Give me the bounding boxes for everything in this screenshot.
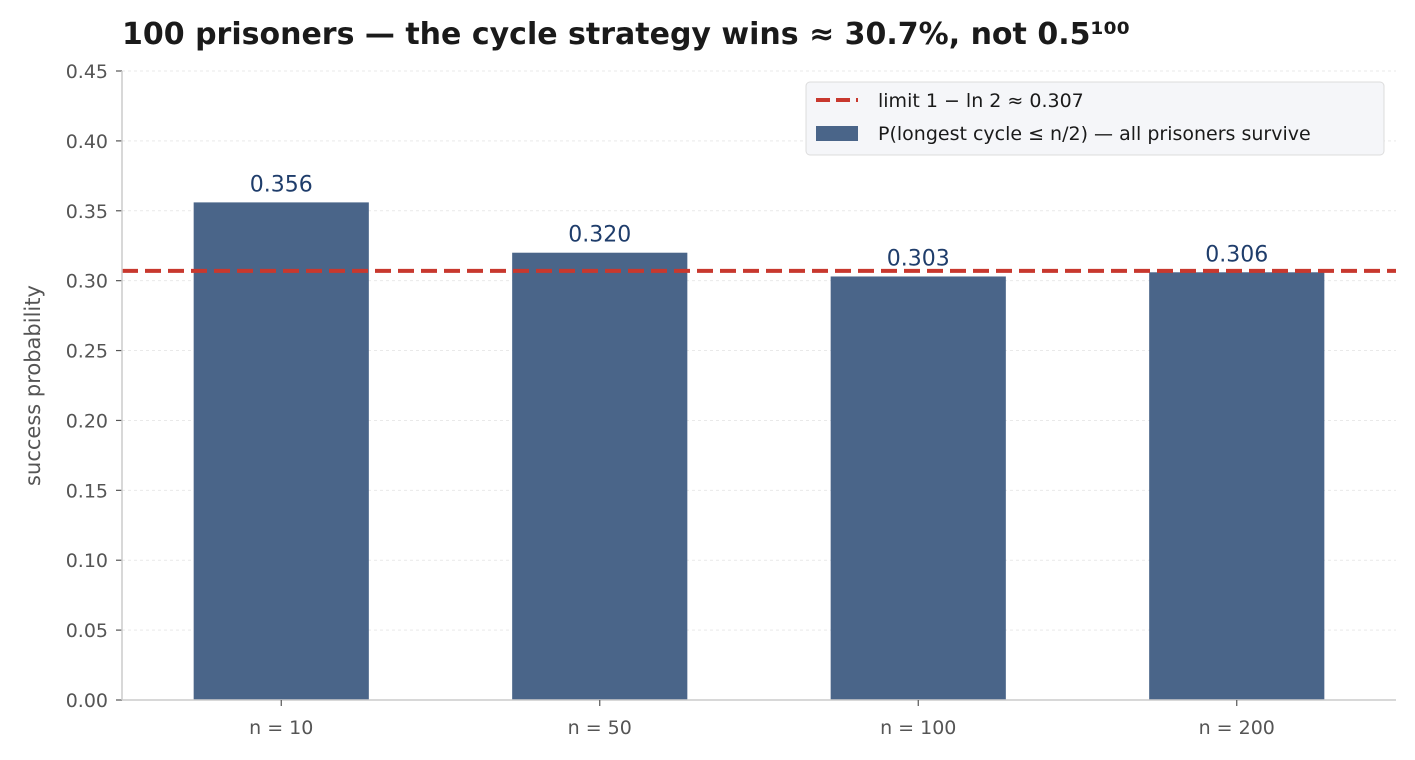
y-tick-label: 0.05 [66,620,108,642]
data-label: 0.303 [887,246,950,271]
y-tick-label: 0.40 [66,131,108,153]
data-label: 0.356 [250,172,313,197]
bar [193,202,369,700]
y-tick-label: 0.15 [66,480,108,502]
y-tick-label: 0.30 [66,271,108,293]
legend-entry-bars: P(longest cycle ≤ n/2) — all prisoners s… [878,123,1311,145]
y-tick-label: 0.45 [66,61,108,83]
y-axis-label: success probability [21,285,45,486]
x-tick-label: n = 100 [880,717,956,739]
x-tick-label: n = 10 [249,717,313,739]
data-label: 0.306 [1205,242,1268,267]
bar [830,276,1006,700]
y-tick-label: 0.10 [66,550,108,572]
bars: 0.356 0.320 0.303 0.306 [193,172,1325,700]
legend: limit 1 − ln 2 ≈ 0.307 P(longest cycle ≤… [805,81,1385,156]
legend-box [805,81,1385,156]
y-tick-label: 0.25 [66,341,108,363]
axes: 0.00 0.05 0.10 0.15 0.20 0.25 0.30 0.35 0.40 0.45… [66,61,1396,739]
x-tick-label: n = 200 [1199,717,1275,739]
bar [1149,272,1325,700]
legend-swatch-bars [816,126,858,141]
chart-title: 100 prisoners — the cycle strategy wins … [122,17,1130,52]
y-tick-label: 0.00 [66,690,108,712]
y-tick-label: 0.35 [66,201,108,223]
data-label: 0.320 [568,223,631,248]
bar [512,252,688,700]
x-tick-label: n = 50 [568,717,632,739]
legend-entry-limit: limit 1 − ln 2 ≈ 0.307 [878,90,1084,112]
y-tick-label: 0.20 [66,410,108,432]
